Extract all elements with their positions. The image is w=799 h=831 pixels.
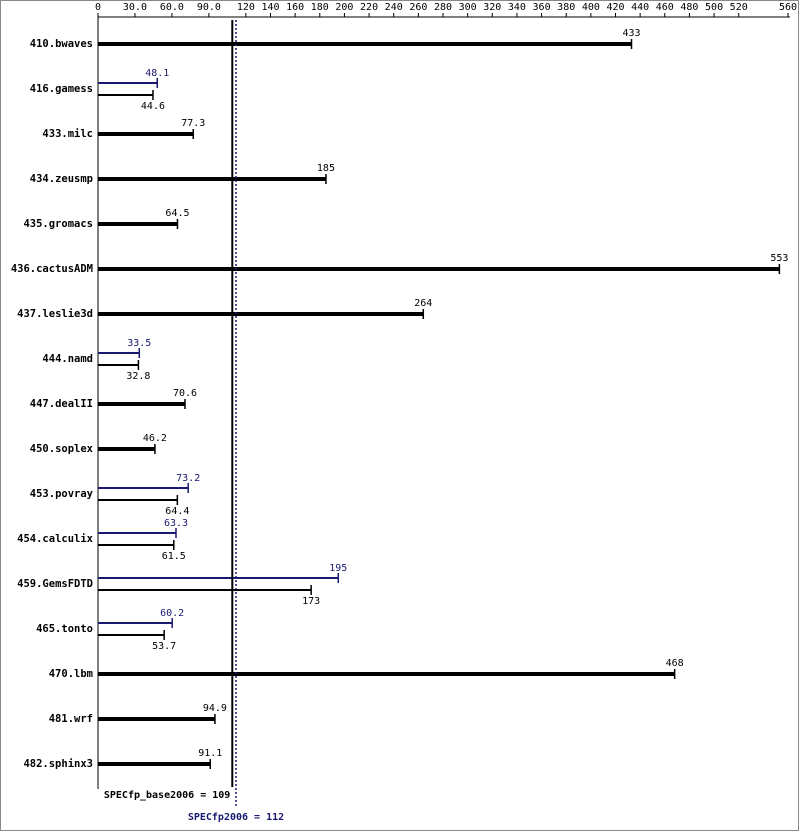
- reference-label: SPECfp_base2006 = 109: [104, 790, 230, 801]
- value-label: 44.6: [141, 101, 165, 112]
- x-tick-label: 520: [730, 2, 748, 13]
- value-label: 63.3: [164, 518, 188, 529]
- value-label: 60.2: [160, 608, 184, 619]
- x-tick-label: 260: [409, 2, 427, 13]
- x-tick-label: 280: [434, 2, 452, 13]
- x-tick-label: 360: [533, 2, 551, 13]
- bar: [98, 487, 189, 489]
- bar: [98, 544, 174, 546]
- category-label: 447.dealII: [30, 398, 93, 410]
- bar: [98, 364, 139, 366]
- category-label: 416.gamess: [30, 83, 93, 95]
- category-label: 453.povray: [30, 488, 94, 500]
- value-label: 94.9: [203, 703, 227, 714]
- x-tick-label: 380: [557, 2, 575, 13]
- bar: [98, 94, 153, 96]
- x-tick-label: 200: [335, 2, 353, 13]
- bar: [98, 622, 173, 624]
- bar: [98, 577, 339, 579]
- category-label: 481.wrf: [49, 713, 93, 725]
- value-label: 61.5: [162, 551, 186, 562]
- value-label: 185: [317, 163, 335, 174]
- value-label: 73.2: [176, 473, 200, 484]
- category-label: 434.zeusmp: [30, 173, 93, 185]
- x-tick-label: 60.0: [160, 2, 184, 13]
- category-label: 470.lbm: [49, 668, 93, 680]
- reference-label: SPECfp2006 = 112: [188, 812, 284, 823]
- x-tick-label: 400: [582, 2, 600, 13]
- category-label: 433.milc: [42, 128, 93, 140]
- x-tick-label: 440: [631, 2, 649, 13]
- x-tick-label: 140: [261, 2, 279, 13]
- x-tick-label: 120: [237, 2, 255, 13]
- x-tick-label: 220: [360, 2, 378, 13]
- bar: [98, 132, 194, 136]
- x-tick-label: 240: [385, 2, 403, 13]
- bar: [98, 312, 424, 316]
- x-tick-label: 500: [705, 2, 723, 13]
- value-label: 195: [329, 563, 347, 574]
- category-label: 437.leslie3d: [17, 308, 93, 320]
- category-label: 459.GemsFDTD: [17, 578, 93, 590]
- bar: [98, 499, 178, 501]
- bar: [98, 177, 326, 181]
- x-tick-label: 340: [508, 2, 526, 13]
- category-label: 444.namd: [42, 353, 93, 365]
- bar: [98, 82, 158, 84]
- category-label: 436.cactusADM: [11, 263, 93, 275]
- bar: [98, 447, 155, 451]
- x-tick-label: 90.0: [197, 2, 221, 13]
- value-label: 53.7: [152, 641, 176, 652]
- x-tick-label: 480: [680, 2, 698, 13]
- bar: [98, 42, 632, 46]
- bar: [98, 634, 165, 636]
- category-label: 465.tonto: [36, 623, 93, 635]
- x-tick-label: 0: [95, 2, 101, 13]
- value-label: 553: [770, 253, 788, 264]
- value-label: 433: [622, 28, 640, 39]
- x-tick-label: 30.0: [123, 2, 147, 13]
- category-label: 450.soplex: [30, 443, 94, 455]
- bar: [98, 222, 178, 226]
- value-label: 91.1: [198, 748, 222, 759]
- value-label: 173: [302, 596, 320, 607]
- bar: [98, 589, 312, 591]
- x-tick-label: 320: [483, 2, 501, 13]
- x-tick-label: 460: [656, 2, 674, 13]
- value-label: 32.8: [126, 371, 150, 382]
- x-tick-label: 560: [779, 2, 797, 13]
- value-label: 64.5: [165, 208, 189, 219]
- value-label: 64.4: [165, 506, 189, 517]
- x-tick-label: 420: [606, 2, 624, 13]
- value-label: 77.3: [181, 118, 205, 129]
- bar: [98, 267, 780, 271]
- value-label: 46.2: [143, 433, 167, 444]
- bar: [98, 532, 176, 534]
- bar: [98, 672, 675, 676]
- category-label: 482.sphinx3: [23, 758, 93, 770]
- x-tick-label: 160: [286, 2, 304, 13]
- category-label: 435.gromacs: [23, 218, 93, 230]
- value-label: 48.1: [145, 68, 169, 79]
- bar: [98, 717, 215, 721]
- bar: [98, 402, 185, 406]
- value-label: 468: [666, 658, 684, 669]
- value-label: 264: [414, 298, 432, 309]
- bar: [98, 352, 140, 354]
- value-label: 33.5: [127, 338, 151, 349]
- bar: [98, 762, 211, 766]
- x-tick-label: 180: [311, 2, 329, 13]
- value-label: 70.6: [173, 388, 197, 399]
- x-tick-label: 300: [459, 2, 477, 13]
- category-label: 454.calculix: [17, 533, 94, 545]
- category-label: 410.bwaves: [30, 38, 93, 50]
